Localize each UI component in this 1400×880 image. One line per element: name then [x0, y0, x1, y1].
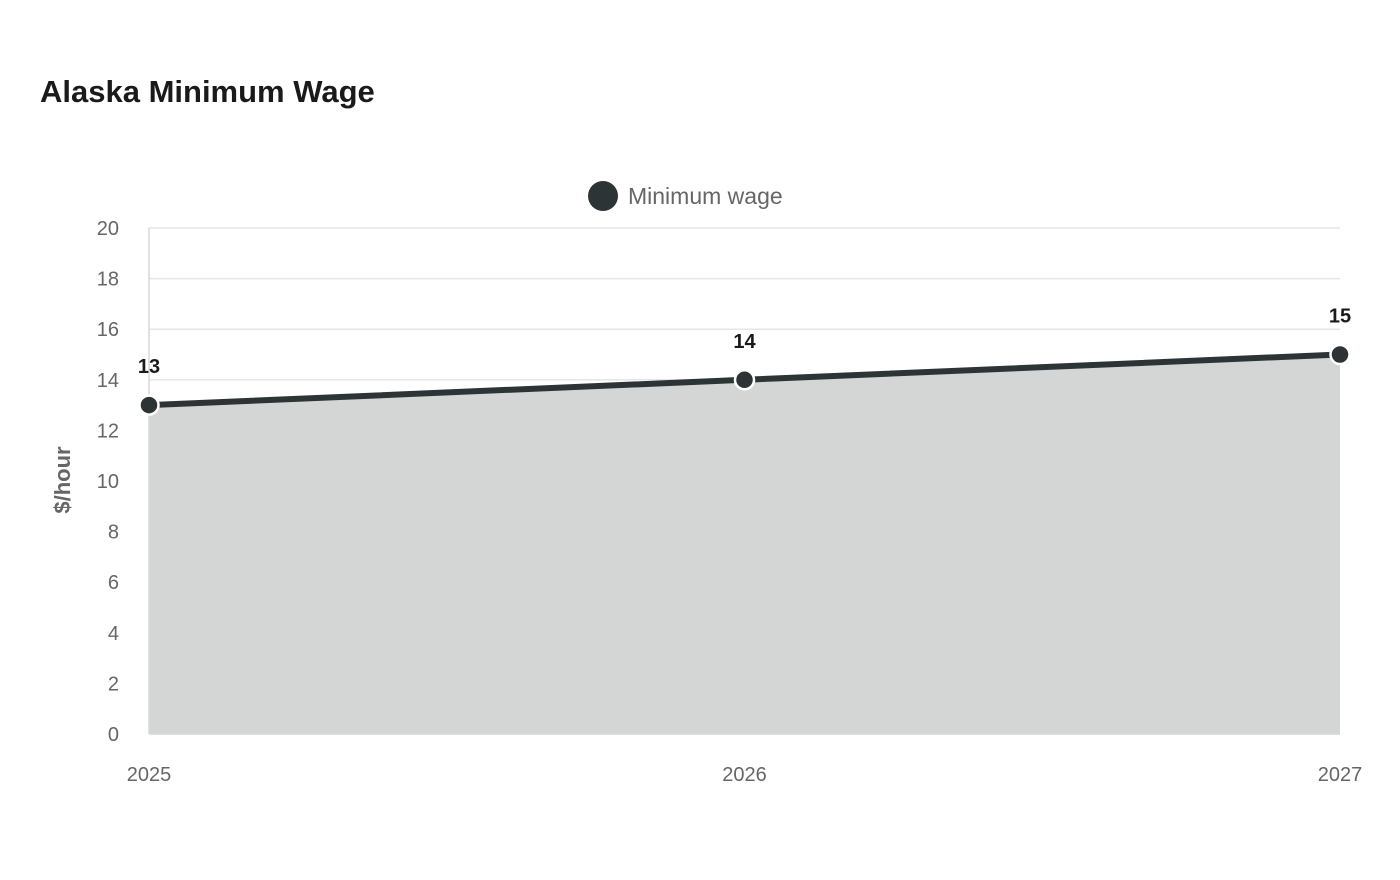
y-tick-label: 2 — [108, 673, 119, 695]
y-tick-label: 8 — [108, 522, 119, 544]
y-tick-label: 6 — [108, 572, 119, 594]
data-point[interactable] — [733, 369, 756, 391]
legend-marker[interactable] — [588, 181, 618, 211]
legend[interactable]: Minimum wage — [588, 181, 783, 211]
data-points — [138, 343, 1351, 416]
legend-label[interactable]: Minimum wage — [628, 183, 783, 209]
area-layer — [149, 354, 1340, 734]
y-tick-label: 18 — [97, 269, 119, 291]
data-label: 15 — [1329, 306, 1351, 328]
y-tick-label: 20 — [97, 218, 119, 240]
axes: 0 2 4 6 8 10 12 14 16 18 20 2025 2026 2027 — [97, 218, 1363, 786]
data-label: 13 — [138, 356, 160, 378]
data-point[interactable] — [138, 394, 160, 416]
data-labels: 13 14 15 — [138, 306, 1351, 379]
y-tick-label: 0 — [108, 724, 119, 746]
data-label: 14 — [733, 331, 756, 353]
y-tick-label: 12 — [97, 420, 119, 442]
y-tick-label: 14 — [97, 370, 119, 392]
y-axis-title: $/hour — [50, 446, 75, 514]
x-tick-label: 2027 — [1318, 764, 1363, 786]
x-tick-label: 2026 — [722, 764, 767, 786]
x-tick-label: 2025 — [127, 764, 172, 786]
series-area — [149, 354, 1340, 734]
data-point[interactable] — [1329, 343, 1351, 366]
chart-title: Alaska Minimum Wage — [40, 74, 375, 109]
y-tick-label: 10 — [97, 471, 119, 493]
y-tick-label: 4 — [108, 623, 119, 645]
y-tick-label: 16 — [97, 319, 119, 341]
